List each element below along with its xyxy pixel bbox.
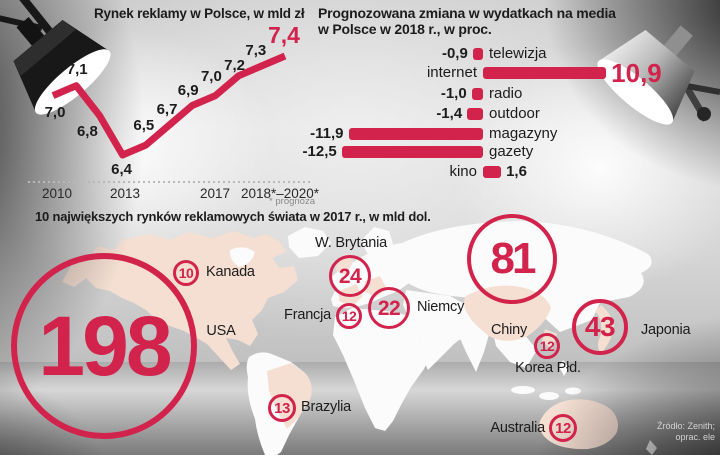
map-country-label: W. Brytania xyxy=(315,235,387,251)
bar-telewizja xyxy=(472,48,483,60)
map-title: 10 największych rynków reklamowych świat… xyxy=(35,209,431,224)
bar-category-label: magazyny xyxy=(489,125,558,142)
right-lamp-icon xyxy=(597,25,720,125)
bar-chart-title-line1: Prognozowana zmiana w wydatkach na media xyxy=(318,5,616,21)
map-country-label: Japonia xyxy=(641,322,691,338)
bar-value-label: -1,4 xyxy=(436,105,463,122)
bar-value-label: -0,9 xyxy=(441,45,468,62)
bar-kino xyxy=(483,166,502,178)
bar-value-label: -1,0 xyxy=(440,85,467,102)
bar-chart-title-line2: w Polsce w 2018 r., w proc. xyxy=(318,21,492,38)
map-country-label: Francja xyxy=(284,307,331,323)
bubble-value: 12 xyxy=(539,338,555,354)
bar-category-label: kino xyxy=(449,163,477,180)
line-point-label: 7,1 xyxy=(66,61,88,79)
source-line2: oprac. ele xyxy=(675,432,715,443)
line-point-label: 6,4 xyxy=(111,160,133,178)
line-point-label: 7,0 xyxy=(44,104,66,122)
bar-value-label: -12,5 xyxy=(302,143,337,160)
left-lamp-icon xyxy=(0,0,111,115)
bar-category-label: gazety xyxy=(489,143,534,160)
line-point-label: 7,0 xyxy=(200,68,222,86)
bar-outdoor xyxy=(467,108,483,120)
bar-category-label: radio xyxy=(489,85,523,102)
bubble-Francja: 12 xyxy=(336,303,362,329)
bar-category-label: outdoor xyxy=(489,105,540,122)
bubble-value: 43 xyxy=(584,311,616,342)
x-axis-tick-label: 2018*–2020* xyxy=(240,186,320,201)
bar-value-label: 1,6 xyxy=(506,163,527,180)
x-axis-tick-label: 2017 xyxy=(199,186,231,201)
trend-line xyxy=(51,52,287,159)
line-chart-title: Rynek reklamy w Polsce, w mld zł xyxy=(94,6,305,21)
map-country-label: Australia xyxy=(490,420,545,436)
bubble-Kanada: 10 xyxy=(173,260,199,286)
bubble-value: 22 xyxy=(377,296,401,320)
forecast-footnote: * prognoza xyxy=(269,196,315,207)
line-point-label: 6,7 xyxy=(156,100,178,118)
bubble-Brazylia: 13 xyxy=(268,394,296,422)
bubble-value: 81 xyxy=(490,234,537,283)
bubble-value: 24 xyxy=(338,264,362,288)
bar-magazyny xyxy=(348,128,483,140)
bubble-USA: 198 xyxy=(11,253,197,439)
bubble-value: 12 xyxy=(555,419,571,437)
bubble-value: 12 xyxy=(341,308,357,324)
bubble-value: 13 xyxy=(274,399,290,417)
bubble-Korea Płd.: 12 xyxy=(534,333,560,359)
line-point-label: 6,8 xyxy=(76,122,98,140)
map-country-label: Korea Płd. xyxy=(515,360,581,376)
line-point-label: 7,2 xyxy=(224,57,246,75)
map-country-label: Niemcy xyxy=(417,299,465,315)
x-axis-tick-label: 2013 xyxy=(109,186,141,201)
bubble-Australia: 12 xyxy=(549,414,577,442)
map-country-label: Chiny xyxy=(490,322,528,338)
x-axis-tick-label: 2010 xyxy=(41,186,73,201)
map-country-label: USA xyxy=(206,323,236,339)
bar-category-label: internet xyxy=(426,63,477,81)
bubble-Japonia: 43 xyxy=(572,299,628,355)
bubble-W. Brytania: 24 xyxy=(329,255,371,297)
bubble-Niemcy: 22 xyxy=(368,287,410,329)
bubble-Chiny: 81 xyxy=(467,214,557,304)
bar-gazety xyxy=(341,146,483,158)
map-country-label: Brazylia xyxy=(301,399,351,415)
bar-category-label: telewizja xyxy=(489,45,547,62)
line-point-label: 7,4 xyxy=(268,21,300,48)
map-country-label: Kanada xyxy=(206,264,255,280)
source-note: Źródło: Zenith; oprac. ele xyxy=(657,421,715,444)
line-point-label: 6,9 xyxy=(177,82,199,99)
bubble-value: 10 xyxy=(178,265,194,281)
bar-value-label: 10,9 xyxy=(611,57,662,88)
bubble-value: 198 xyxy=(38,299,172,393)
bar-chart-title: Prognozowana zmiana w wydatkach na media… xyxy=(318,5,616,37)
source-line1: Źródło: Zenith; xyxy=(656,421,715,431)
bar-radio xyxy=(471,88,483,100)
line-point-label: 6,5 xyxy=(133,116,155,134)
bar-internet xyxy=(483,66,607,79)
line-point-label: 7,3 xyxy=(245,42,267,60)
bar-value-label: -11,9 xyxy=(310,125,344,142)
